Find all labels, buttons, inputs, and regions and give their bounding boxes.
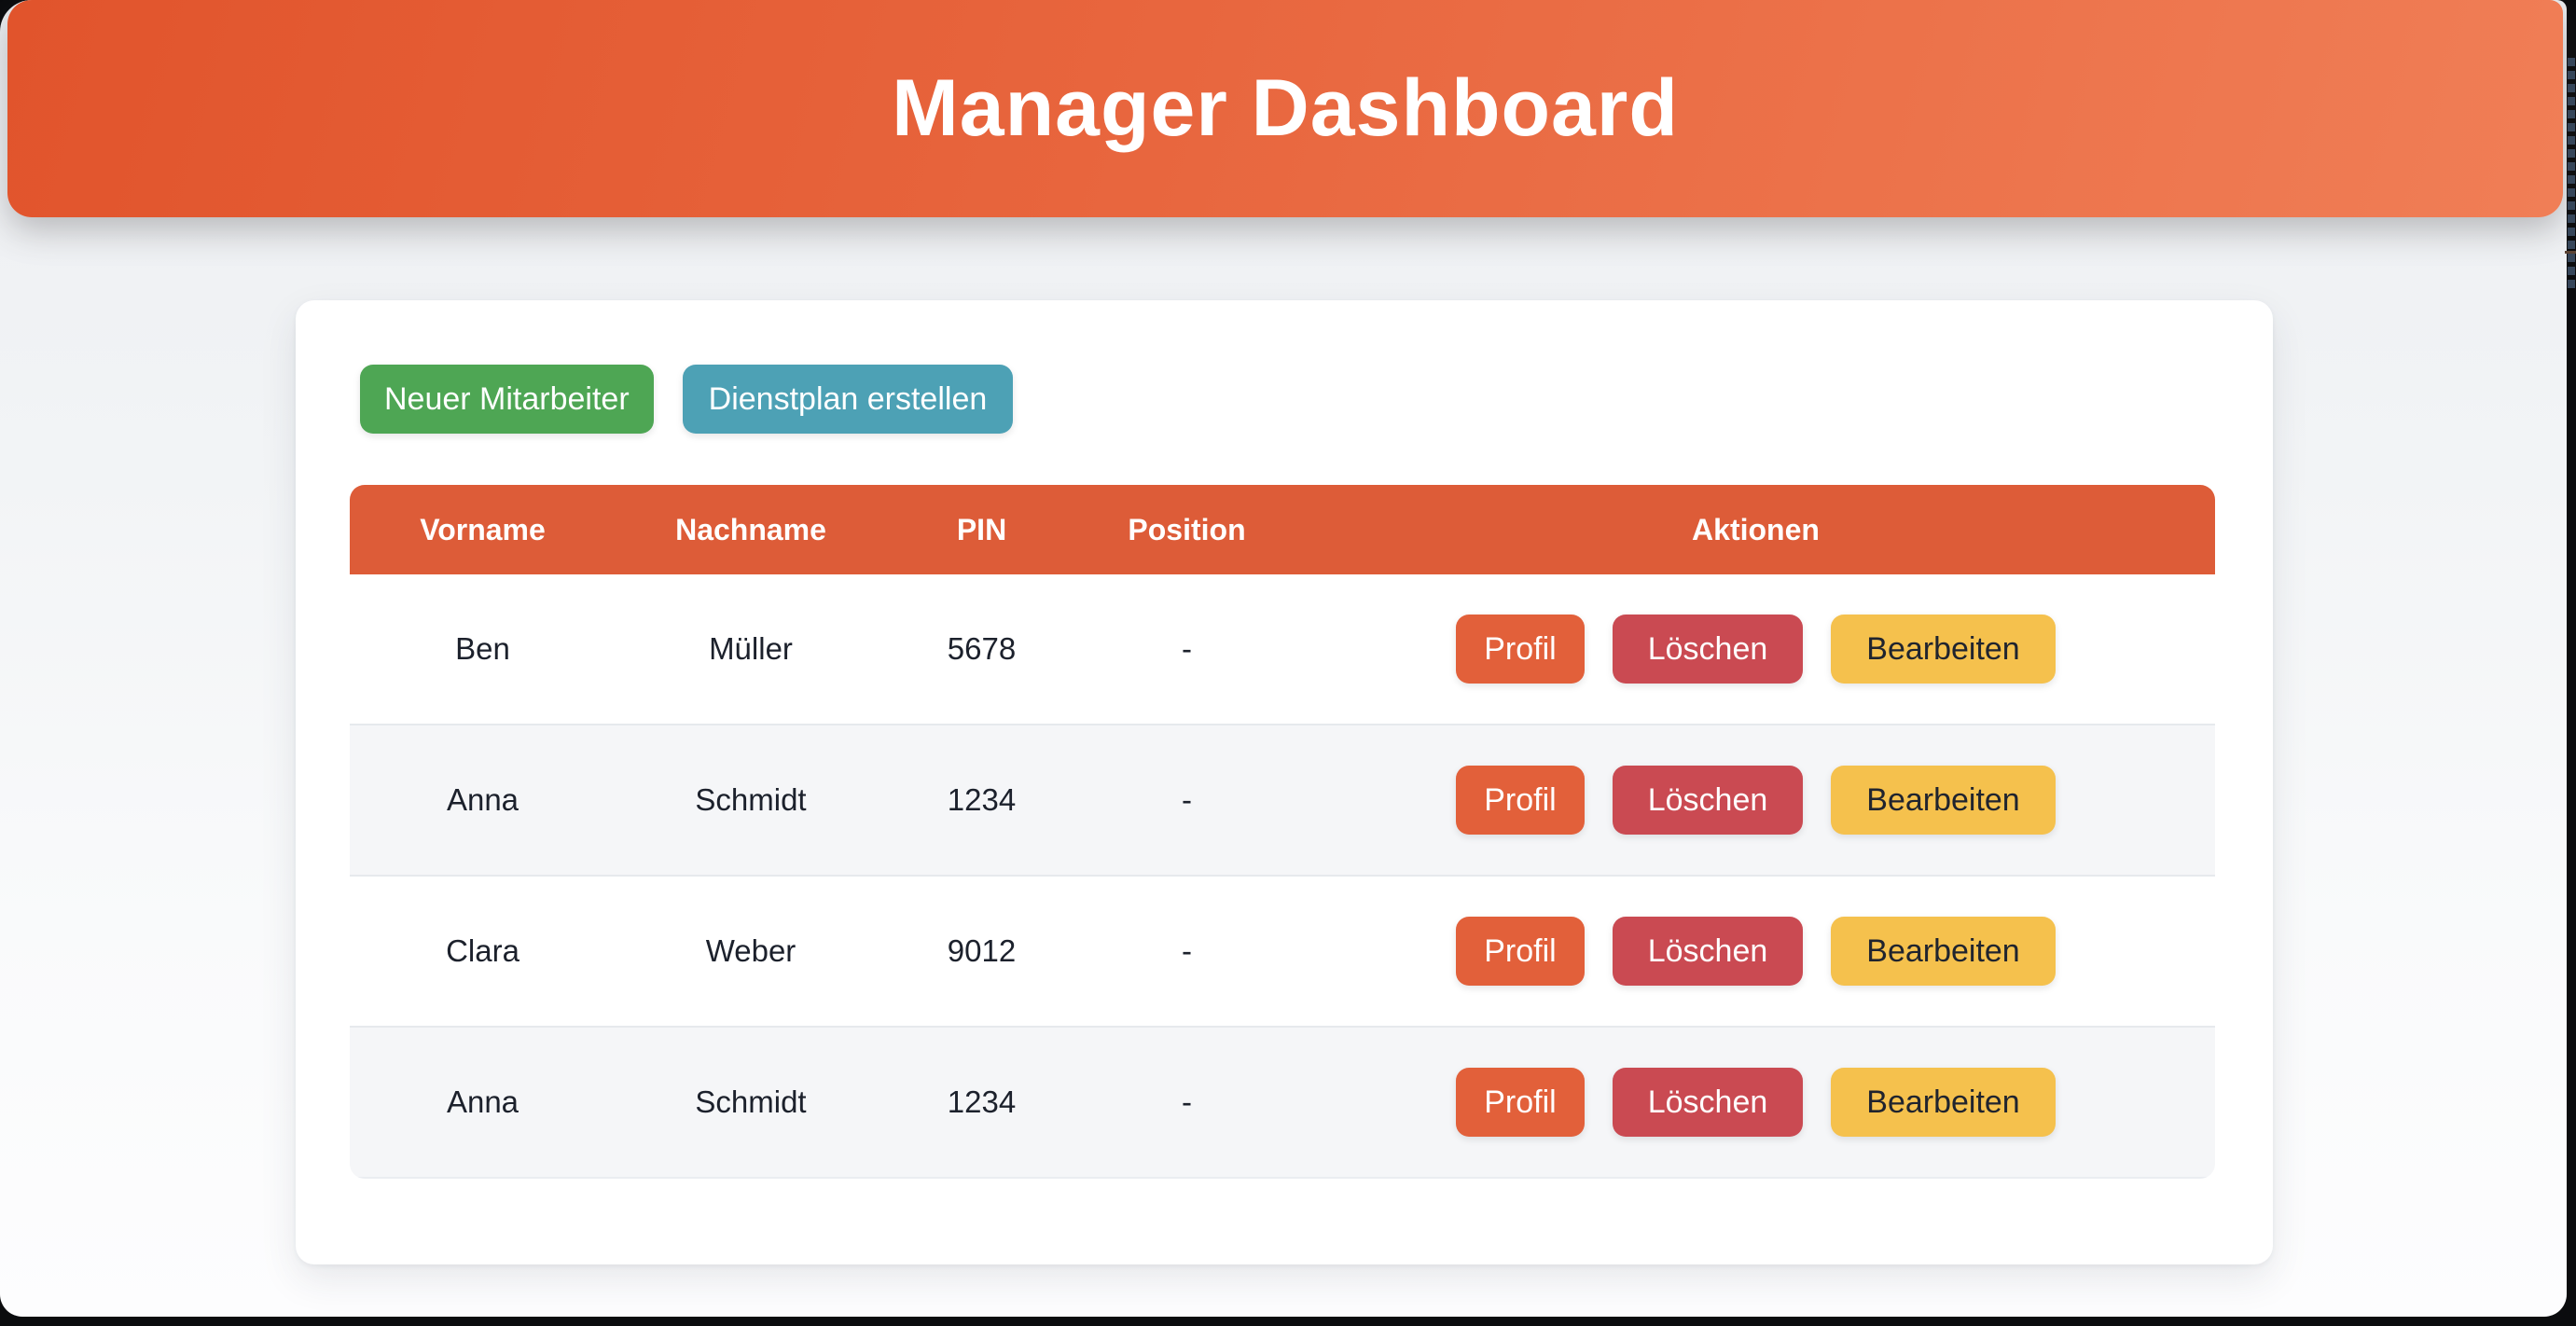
cell-pin: 1234 xyxy=(947,782,1017,817)
cell-nachname: Weber xyxy=(705,933,796,968)
desktop-scrollbar-dashes xyxy=(2568,58,2575,291)
profil-button[interactable]: Profil xyxy=(1456,766,1585,835)
cell-vorname: Clara xyxy=(446,933,519,968)
create-schedule-button[interactable]: Dienstplan erstellen xyxy=(682,365,1014,434)
table-row: Ben Müller 5678 - Profil Löschen Bearbei… xyxy=(350,574,2215,724)
column-header-position: Position xyxy=(1128,512,1246,546)
app-header: Manager Dashboard xyxy=(7,0,2563,217)
column-header-pin: PIN xyxy=(956,512,1007,546)
loeschen-button[interactable]: Löschen xyxy=(1612,917,1804,986)
content-card: Neuer Mitarbeiter Dienstplan erstellen V… xyxy=(296,300,2273,1264)
table-row: Anna Schmidt 1234 - Profil Löschen Bearb… xyxy=(350,1026,2215,1179)
cell-position: - xyxy=(1182,1084,1192,1119)
table-row: Anna Schmidt 1234 - Profil Löschen Bearb… xyxy=(350,724,2215,875)
loeschen-button[interactable]: Löschen xyxy=(1612,766,1804,835)
table-row: Clara Weber 9012 - Profil Löschen Bearbe… xyxy=(350,875,2215,1026)
desktop-edge-line xyxy=(2565,251,2576,254)
cell-position: - xyxy=(1182,933,1192,968)
toolbar: Neuer Mitarbeiter Dienstplan erstellen xyxy=(360,365,1014,434)
row-actions: Profil Löschen Bearbeiten xyxy=(1296,917,2215,986)
cell-vorname: Anna xyxy=(446,782,519,817)
row-actions: Profil Löschen Bearbeiten xyxy=(1296,1068,2215,1137)
cell-pin: 1234 xyxy=(947,1084,1017,1119)
cell-position: - xyxy=(1182,782,1192,817)
cell-vorname: Anna xyxy=(446,1084,519,1119)
row-actions: Profil Löschen Bearbeiten xyxy=(1296,615,2215,684)
profil-button[interactable]: Profil xyxy=(1456,1068,1585,1137)
cell-nachname: Schmidt xyxy=(695,1084,807,1119)
bearbeiten-button[interactable]: Bearbeiten xyxy=(1831,1068,2056,1137)
new-employee-button[interactable]: Neuer Mitarbeiter xyxy=(360,365,654,434)
bearbeiten-button[interactable]: Bearbeiten xyxy=(1831,766,2056,835)
loeschen-button[interactable]: Löschen xyxy=(1612,1068,1804,1137)
cell-pin: 5678 xyxy=(947,631,1017,666)
profil-button[interactable]: Profil xyxy=(1456,917,1585,986)
column-header-aktionen: Aktionen xyxy=(1692,512,1820,546)
bearbeiten-button[interactable]: Bearbeiten xyxy=(1831,917,2056,986)
table-header-row: Vorname Nachname PIN Position Aktionen xyxy=(350,485,2215,574)
cell-pin: 9012 xyxy=(947,933,1017,968)
row-actions: Profil Löschen Bearbeiten xyxy=(1296,766,2215,835)
loeschen-button[interactable]: Löschen xyxy=(1612,615,1804,684)
cell-vorname: Ben xyxy=(455,631,510,666)
cell-nachname: Müller xyxy=(709,631,793,666)
employee-table: Vorname Nachname PIN Position Aktionen B… xyxy=(350,485,2215,1179)
column-header-vorname: Vorname xyxy=(420,512,546,546)
column-header-nachname: Nachname xyxy=(675,512,826,546)
cell-position: - xyxy=(1182,631,1192,666)
bearbeiten-button[interactable]: Bearbeiten xyxy=(1831,615,2056,684)
page-title: Manager Dashboard xyxy=(892,63,1679,153)
cell-nachname: Schmidt xyxy=(695,782,807,817)
profil-button[interactable]: Profil xyxy=(1456,615,1585,684)
